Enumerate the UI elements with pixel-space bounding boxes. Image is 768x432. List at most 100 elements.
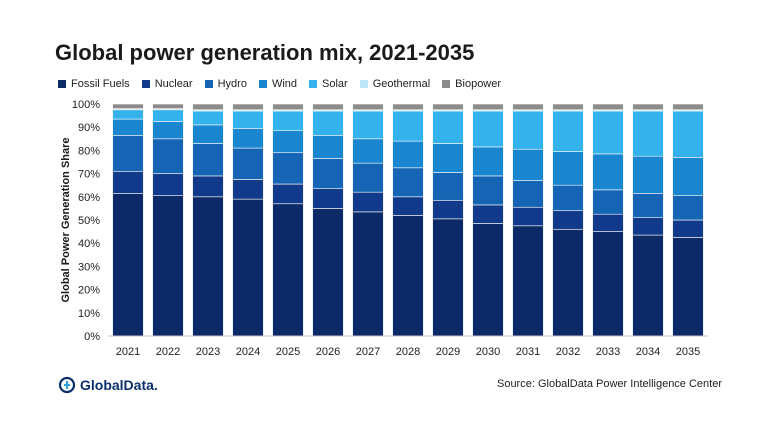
bar-segment-nuclear-2032: [552, 210, 584, 230]
bar-segment-hydro-2028: [392, 167, 424, 198]
bar-segment-solar-2023: [192, 110, 224, 126]
bar-segment-solar-2026: [312, 110, 344, 136]
bar-segment-fossil-fuels-2024: [232, 198, 264, 337]
bar-segment-hydro-2029: [432, 172, 464, 201]
x-tick-label: 2026: [316, 346, 340, 358]
bar-segment-fossil-fuels-2029: [432, 218, 464, 337]
bar-segment-hydro-2024: [232, 147, 264, 180]
legend-item-fossil-fuels: Fossil Fuels: [58, 78, 130, 90]
chart-title: Global power generation mix, 2021-2035: [55, 40, 475, 65]
bar-segment-fossil-fuels-2034: [632, 234, 664, 337]
bar-segment-nuclear-2033: [592, 213, 624, 232]
y-tick-label: 80%: [78, 145, 100, 157]
bar-segment-solar-2028: [392, 110, 424, 142]
bar-segment-biopower-2031: [512, 103, 544, 111]
bar-segment-wind-2035: [672, 157, 704, 196]
bar-segment-biopower-2027: [352, 103, 384, 111]
legend-swatch: [359, 80, 368, 88]
x-tick-label: 2030: [476, 346, 500, 358]
x-tick-label: 2031: [516, 346, 540, 358]
bar-segment-fossil-fuels-2022: [152, 195, 184, 337]
globaldata-logo: GlobalData.: [58, 376, 158, 394]
bar-segment-hydro-2026: [312, 158, 344, 189]
x-tick-label: 2034: [636, 346, 660, 358]
legend-label: Fossil Fuels: [71, 78, 130, 90]
bar-segment-hydro-2027: [352, 162, 384, 193]
bar-segment-nuclear-2031: [512, 206, 544, 227]
x-tick-label: 2022: [156, 346, 180, 358]
bar-segment-solar-2029: [432, 110, 464, 144]
y-tick-label: 10%: [78, 308, 100, 320]
bar-segment-solar-2025: [272, 110, 304, 131]
legend-swatch: [442, 80, 451, 88]
bar-segment-nuclear-2035: [672, 219, 704, 238]
bar-segment-wind-2030: [472, 146, 504, 177]
bar-segment-biopower-2028: [392, 103, 424, 111]
bar-segment-biopower-2024: [232, 103, 264, 111]
bar-segment-solar-2032: [552, 110, 584, 152]
bar-segment-nuclear-2022: [152, 173, 184, 196]
bar-segment-hydro-2031: [512, 180, 544, 208]
bar-segment-wind-2022: [152, 121, 184, 140]
bar-segment-biopower-2033: [592, 103, 624, 111]
legend-swatch: [58, 80, 66, 88]
bar-segment-nuclear-2023: [192, 175, 224, 198]
legend-item-wind: Wind: [258, 78, 297, 90]
legend-item-geothermal: Geothermal: [359, 78, 430, 90]
bar-segment-nuclear-2034: [632, 217, 664, 236]
legend-swatch: [204, 80, 213, 88]
bar-segment-fossil-fuels-2028: [392, 215, 424, 337]
bar-segment-biopower-2035: [672, 103, 704, 111]
bar-segment-biopower-2026: [312, 103, 344, 111]
x-tick-label: 2033: [596, 346, 620, 358]
bar-segment-wind-2023: [192, 124, 224, 144]
bar-segment-nuclear-2028: [392, 196, 424, 216]
bar-segment-solar-2034: [632, 110, 664, 157]
legend-item-nuclear: Nuclear: [141, 78, 193, 90]
bar-segment-hydro-2030: [472, 175, 504, 206]
legend-item-hydro: Hydro: [204, 78, 247, 90]
bar-segment-fossil-fuels-2026: [312, 208, 344, 337]
bar-segment-nuclear-2026: [312, 188, 344, 209]
bar-segment-hydro-2023: [192, 143, 224, 177]
bar-segment-wind-2032: [552, 151, 584, 186]
x-tick-label: 2025: [276, 346, 300, 358]
bar-segment-nuclear-2025: [272, 183, 304, 205]
legend-label: Nuclear: [154, 78, 193, 90]
y-tick-label: 40%: [78, 238, 100, 250]
bar-segment-biopower-2029: [432, 103, 464, 111]
bar-segment-hydro-2022: [152, 138, 184, 174]
legend-item-biopower: Biopower: [442, 78, 501, 90]
bar-segment-solar-2021: [112, 109, 144, 120]
bar-segment-solar-2030: [472, 110, 504, 148]
bar-segment-biopower-2021: [112, 103, 144, 109]
legend-label: Wind: [271, 78, 297, 90]
bar-segment-fossil-fuels-2033: [592, 231, 624, 337]
bar-segment-biopower-2032: [552, 103, 584, 111]
bar-segment-wind-2034: [632, 155, 664, 194]
globaldata-logo-icon: [58, 376, 76, 394]
y-tick-label: 20%: [78, 285, 100, 297]
bar-segment-hydro-2033: [592, 189, 624, 215]
bar-segment-wind-2027: [352, 138, 384, 164]
bar-segment-biopower-2034: [632, 103, 664, 111]
bar-segment-solar-2033: [592, 110, 624, 155]
y-tick-label: 100%: [72, 99, 100, 111]
bar-segment-fossil-fuels-2031: [512, 225, 544, 337]
bar-segment-fossil-fuels-2021: [112, 193, 144, 337]
bar-segment-wind-2029: [432, 143, 464, 173]
legend-swatch: [258, 80, 267, 88]
y-tick-label: 0%: [84, 331, 100, 343]
bar-segment-solar-2027: [352, 110, 384, 140]
bar-segment-nuclear-2021: [112, 170, 144, 194]
x-tick-label: 2032: [556, 346, 580, 358]
logo-text: GlobalData.: [80, 377, 158, 393]
y-tick-label: 50%: [78, 215, 100, 227]
bar-segment-solar-2035: [672, 110, 704, 158]
bar-segment-solar-2024: [232, 110, 264, 129]
bar-segment-hydro-2032: [552, 184, 584, 212]
x-tick-label: 2035: [676, 346, 700, 358]
bar-segment-hydro-2025: [272, 152, 304, 185]
bar-segment-hydro-2021: [112, 135, 144, 172]
